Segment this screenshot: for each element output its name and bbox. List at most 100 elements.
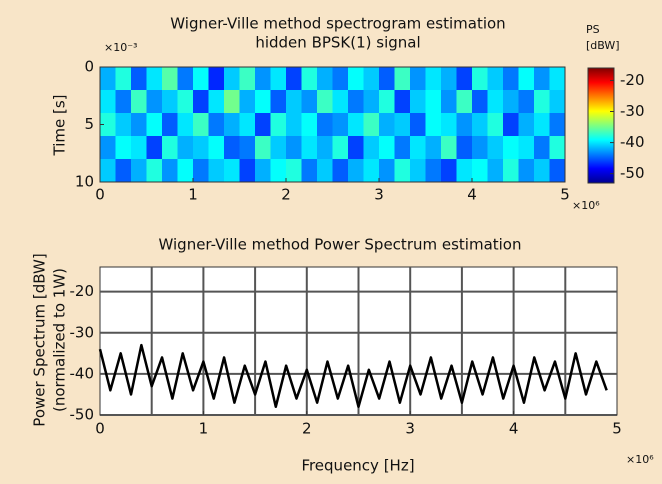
colorbar-tick-label: -30: [620, 102, 645, 120]
heatmap-cell: [301, 136, 318, 160]
colorbar-title: [dBW]: [586, 39, 620, 52]
heatmap-cell: [410, 159, 426, 183]
heatmap-cell: [115, 159, 132, 183]
chart-title: Wigner-Ville method spectrogram estimati…: [170, 15, 505, 33]
y-tick-label: -40: [70, 364, 95, 382]
heatmap-cell: [224, 159, 240, 183]
heatmap-cell: [518, 67, 535, 91]
heatmap-cell: [534, 67, 550, 91]
colorbar: [587, 67, 615, 184]
heatmap-cell: [487, 113, 504, 137]
heatmap-cell: [503, 67, 519, 91]
heatmap-cell: [394, 136, 411, 160]
x-tick-label: 2: [281, 186, 291, 204]
heatmap-cell: [193, 67, 209, 91]
heatmap-cell: [146, 136, 163, 160]
heatmap-cell: [239, 136, 256, 160]
heatmap-cell: [208, 113, 225, 137]
heatmap-cell: [193, 113, 209, 137]
heatmap-cell: [549, 136, 566, 160]
heatmap-cell: [286, 136, 302, 160]
heatmap-cell: [208, 90, 225, 114]
heatmap-cell: [394, 90, 411, 114]
heatmap-cell: [332, 136, 349, 160]
heatmap-cell: [363, 136, 380, 160]
heatmap-cell: [410, 136, 426, 160]
y-axis-label: (normalized to 1W): [51, 268, 69, 412]
x-tick-label: 3: [374, 186, 384, 204]
heatmap-cell: [472, 136, 488, 160]
heatmap-cell: [549, 113, 566, 137]
y-tick-label: 0: [84, 58, 94, 76]
x-axis-label: Frequency [Hz]: [301, 457, 414, 475]
heatmap-cell: [348, 113, 364, 137]
heatmap-cell: [317, 113, 333, 137]
heatmap-cell: [131, 67, 147, 91]
heatmap-cell: [379, 159, 395, 183]
heatmap-cell: [332, 159, 349, 183]
y-axis-label: Time [s]: [51, 95, 69, 157]
heatmap-cell: [301, 159, 318, 183]
y-tick-label: -30: [70, 323, 95, 341]
heatmap-cell: [270, 159, 287, 183]
x-tick-label: 1: [188, 186, 198, 204]
y-axis-label: Power Spectrum [dBW]: [31, 253, 49, 426]
heatmap-cell: [162, 136, 178, 160]
heatmap-cell: [503, 113, 519, 137]
heatmap-cell: [410, 67, 426, 91]
heatmap-cell: [518, 159, 535, 183]
spectrum-line: [98, 343, 608, 409]
heatmap-cell: [472, 159, 488, 183]
y-multiplier: ×10⁻³: [104, 41, 137, 54]
heatmap-cell: [456, 90, 473, 114]
heatmap-cell: [270, 113, 287, 137]
heatmap-cell: [456, 159, 473, 183]
heatmap-cell: [131, 113, 147, 137]
heatmap-cell: [177, 67, 194, 91]
heatmap-cell: [549, 90, 566, 114]
heatmap-cell: [441, 159, 457, 183]
heatmap-cell: [177, 159, 194, 183]
x-multiplier: ×10⁶: [572, 199, 600, 212]
heatmap-cell: [456, 113, 473, 137]
heatmap-cell: [208, 136, 225, 160]
heatmap-cell: [317, 90, 333, 114]
heatmap-cell: [239, 159, 256, 183]
heatmap-cell: [100, 136, 116, 160]
heatmap-cell: [286, 159, 302, 183]
heatmap-cell: [332, 113, 349, 137]
heatmap-cell: [518, 113, 535, 137]
heatmap-cell: [177, 90, 194, 114]
colorbar-tick-label: -20: [620, 71, 645, 89]
heatmap-cell: [348, 136, 364, 160]
heatmap-cell: [425, 159, 442, 183]
heatmap-cell: [146, 113, 163, 137]
heatmap-cell: [534, 159, 550, 183]
heatmap-cell: [317, 159, 333, 183]
heatmap-cell: [224, 90, 240, 114]
heatmap-cell: [115, 90, 132, 114]
heatmap-cell: [270, 136, 287, 160]
heatmap-cell: [363, 67, 380, 91]
heatmap-cell: [115, 67, 132, 91]
heatmap-cell: [394, 113, 411, 137]
chart-title: Wigner-Ville method Power Spectrum estim…: [159, 236, 522, 254]
heatmap-cell: [518, 90, 535, 114]
heatmap-cell: [224, 67, 240, 91]
heatmap-cell: [487, 136, 504, 160]
heatmap-cell: [503, 159, 519, 183]
heatmap-cell: [410, 90, 426, 114]
x-tick-label: 3: [405, 420, 415, 438]
heatmap-cell: [472, 113, 488, 137]
heatmap-cell: [193, 159, 209, 183]
colorbar-tick-label: -40: [620, 133, 645, 151]
heatmap-cell: [193, 90, 209, 114]
y-tick-label: -20: [70, 282, 95, 300]
heatmap-cell: [100, 90, 116, 114]
x-tick-label: 2: [302, 420, 312, 438]
x-tick-label: 5: [612, 420, 622, 438]
heatmap-cell: [286, 90, 302, 114]
heatmap-cell: [255, 90, 271, 114]
heatmap-cell: [394, 159, 411, 183]
x-tick-label: 1: [199, 420, 209, 438]
